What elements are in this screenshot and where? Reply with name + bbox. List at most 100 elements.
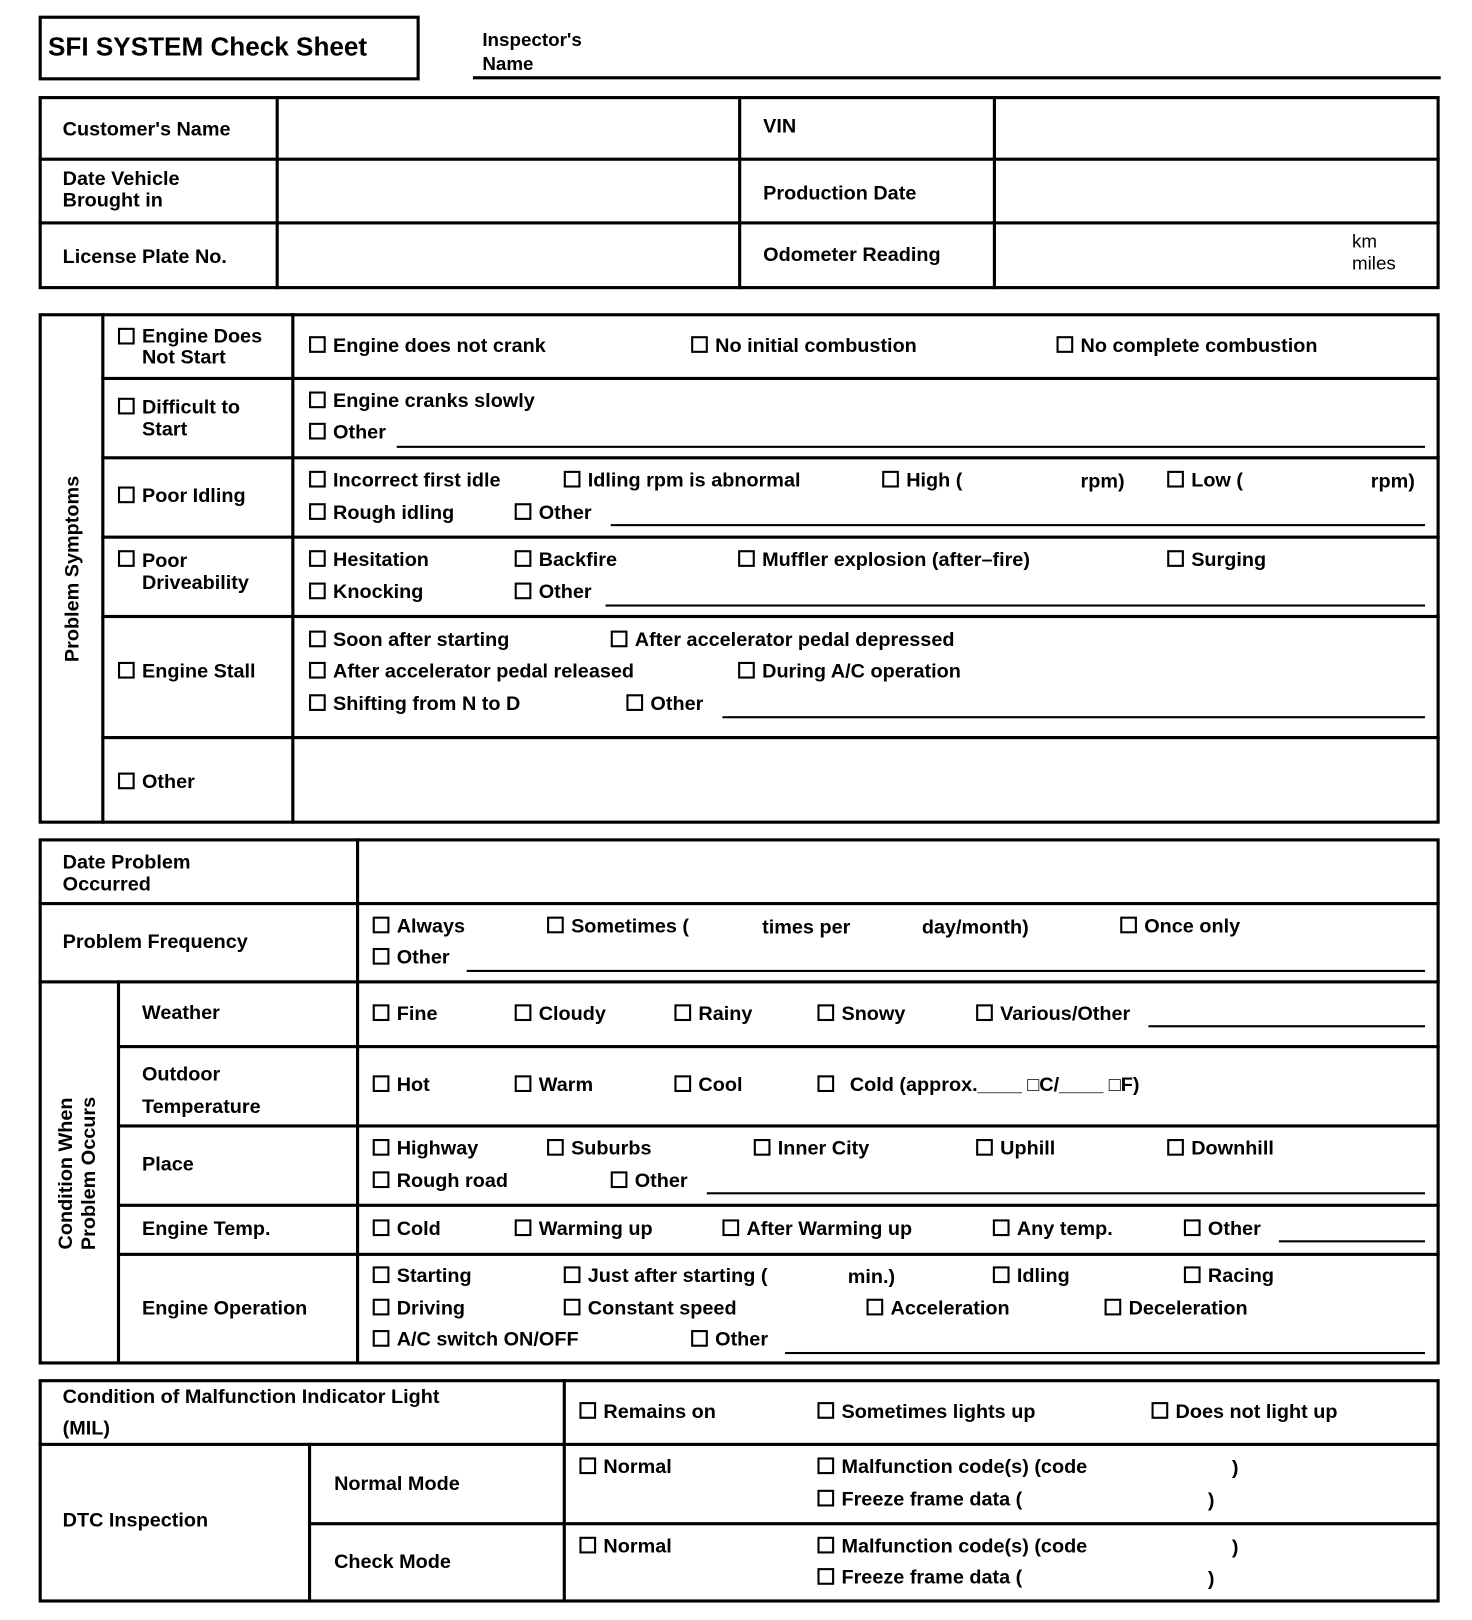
checkbox-icon[interactable] [626,694,644,711]
inspector-name-field[interactable] [472,76,1441,80]
checkbox-icon[interactable] [372,1075,390,1093]
checkbox-highway[interactable]: Highway [372,1138,478,1161]
checkbox-icon[interactable] [610,630,628,648]
checkbox-soon-after-starting[interactable]: Soon after starting [309,630,509,653]
operation-other-field[interactable] [785,1351,1426,1355]
checkbox-poor-driveability[interactable] [117,549,142,572]
checkbox-icon[interactable] [579,1536,597,1554]
checkbox-icon[interactable] [309,503,326,520]
checkbox-icon[interactable] [372,1266,390,1284]
checkbox-temp-other[interactable]: Other [1183,1218,1261,1241]
checkbox-icon[interactable] [309,391,326,409]
checkbox-rainy[interactable]: Rainy [674,1003,752,1026]
checkbox-icon[interactable] [1056,336,1074,353]
place-other-field[interactable] [706,1192,1426,1195]
checkbox-during-ac-operation[interactable]: During A/C operation [738,661,961,684]
checkbox-starting[interactable]: Starting [372,1265,472,1288]
checkbox-place-other[interactable]: Other [610,1170,688,1193]
checkbox-uphill[interactable]: Uphill [976,1138,1055,1161]
production-date-field[interactable] [997,162,1435,220]
checkbox-idling-rpm-abnormal[interactable]: Idling rpm is abnormal [563,470,800,493]
checkbox-cool[interactable]: Cool [674,1074,743,1097]
checkbox-icon[interactable] [1167,1139,1184,1156]
checkbox-icon[interactable] [992,1266,1010,1284]
checkbox-remains-on[interactable]: Remains on [579,1401,716,1424]
checkbox-normal-mode-malfunction-code[interactable]: Malfunction code(s) (code [817,1456,1087,1479]
checkbox-icon[interactable] [563,470,581,488]
checkbox-no-initial-combustion[interactable]: No initial combustion [691,335,917,358]
checkbox-icon[interactable] [514,1075,532,1093]
checkbox-surging[interactable]: Surging [1167,549,1266,572]
checkbox-icon[interactable] [1167,470,1184,488]
vin-field[interactable] [997,99,1435,157]
checkbox-after-pedal-depressed[interactable]: After accelerator pedal depressed [610,630,954,653]
checkbox-suburbs[interactable]: Suburbs [547,1138,652,1161]
checkbox-icon[interactable] [372,1139,390,1156]
checkbox-icon[interactable] [817,1075,835,1093]
checkbox-icon[interactable] [372,1219,390,1237]
checkbox-icon[interactable] [817,1004,835,1022]
checkbox-icon[interactable] [976,1139,993,1156]
license-plate-field[interactable] [280,226,737,287]
checkbox-hesitation[interactable]: Hesitation [309,549,429,572]
checkbox-icon[interactable] [738,550,755,567]
checkbox-icon[interactable] [579,1457,597,1475]
checkbox-icon[interactable] [514,503,532,520]
checkbox-check-mode-malfunction-code[interactable]: Malfunction code(s) (code [817,1536,1087,1559]
checkbox-racing[interactable]: Racing [1183,1265,1274,1288]
checkbox-icon[interactable] [309,694,326,711]
checkbox-engine-does-not-start[interactable] [117,327,142,350]
driveability-other-field[interactable] [605,604,1426,607]
checkbox-icon[interactable] [514,582,532,600]
idling-other-field[interactable] [610,524,1426,527]
checkbox-icon[interactable] [372,1004,390,1022]
checkbox-frequency-other[interactable]: Other [372,947,450,970]
checkbox-icon[interactable] [372,947,390,965]
checkbox-driving[interactable]: Driving [372,1298,465,1321]
checkbox-icon[interactable] [691,1330,708,1347]
checkbox-deceleration[interactable]: Deceleration [1104,1298,1248,1321]
checkbox-icon[interactable] [514,550,532,567]
checkbox-icon[interactable] [817,1402,835,1419]
checkbox-icon[interactable] [1120,916,1137,934]
checkbox-icon[interactable] [992,1219,1010,1237]
checkbox-icon[interactable] [117,327,135,345]
checkbox-idling-other[interactable]: Other [514,502,592,525]
checkbox-icon[interactable] [514,1004,532,1022]
checkbox-after-warming-up[interactable]: After Warming up [722,1218,912,1241]
checkbox-icon[interactable] [722,1219,740,1237]
date-problem-occurred-field[interactable] [360,841,1435,901]
checkbox-difficult-to-start[interactable] [117,397,142,420]
checkbox-rough-idling[interactable]: Rough idling [309,502,454,525]
checkbox-icon[interactable] [817,1536,835,1554]
checkbox-icon[interactable] [309,661,326,679]
checkbox-icon[interactable] [563,1298,581,1316]
engine-temp-other-field[interactable] [1278,1240,1426,1243]
checkbox-engine-does-not-crank[interactable]: Engine does not crank [309,335,546,358]
checkbox-icon[interactable] [372,1171,390,1189]
checkbox-muffler-explosion[interactable]: Muffler explosion (after–fire) [738,549,1030,572]
checkbox-icon[interactable] [1104,1298,1122,1316]
checkbox-does-not-light-up[interactable]: Does not light up [1151,1401,1338,1424]
checkbox-icon[interactable] [547,916,564,934]
checkbox-sometimes-lights-up[interactable]: Sometimes lights up [817,1401,1035,1424]
checkbox-cold-approx[interactable]: Cold (approx.____ □C/____ □F) [817,1074,1139,1097]
checkbox-icon[interactable] [309,550,326,567]
checkbox-operation-other[interactable]: Other [691,1329,768,1352]
checkbox-after-pedal-released[interactable]: After accelerator pedal released [309,661,634,684]
checkbox-icon[interactable] [1183,1266,1201,1284]
checkbox-icon[interactable] [866,1298,884,1316]
checkbox-various-other[interactable]: Various/Other [976,1003,1130,1026]
checkbox-inner-city[interactable]: Inner City [753,1138,869,1161]
checkbox-hot[interactable]: Hot [372,1074,430,1097]
checkbox-temp-cold[interactable]: Cold [372,1218,441,1241]
checkbox-just-after-starting[interactable]: Just after starting ( [563,1265,767,1288]
checkbox-icon[interactable] [309,582,326,600]
checkbox-warm[interactable]: Warm [514,1074,593,1097]
checkbox-icon[interactable] [117,772,135,790]
checkbox-fine[interactable]: Fine [372,1003,438,1026]
checkbox-icon[interactable] [372,1330,390,1347]
checkbox-no-complete-combustion[interactable]: No complete combustion [1056,335,1317,358]
checkbox-shifting-n-to-d[interactable]: Shifting from N to D [309,693,520,716]
checkbox-icon[interactable] [817,1457,835,1475]
